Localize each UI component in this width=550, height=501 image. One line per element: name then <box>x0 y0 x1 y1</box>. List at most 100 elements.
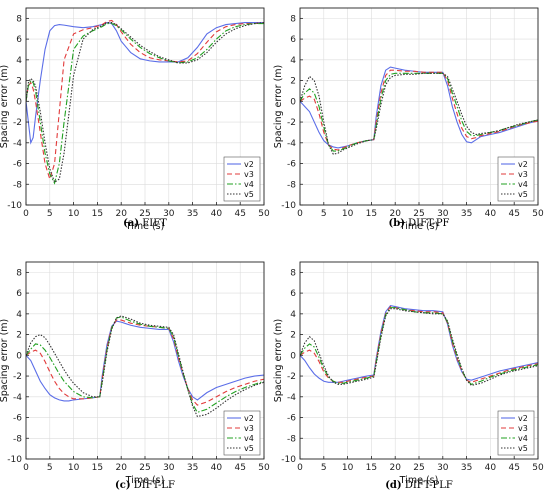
x-tick-label: 20 <box>115 209 127 219</box>
x-tick-label: 5 <box>47 209 53 219</box>
x-tick-label: 20 <box>389 209 401 219</box>
caption-title: DIFT-PLF <box>402 480 453 491</box>
y-tick-label: 2 <box>290 77 296 87</box>
caption-letter: (c) <box>115 480 131 491</box>
x-tick-label: 25 <box>413 463 424 473</box>
y-tick-label: 2 <box>16 331 22 341</box>
x-tick-label: 35 <box>187 463 198 473</box>
x-tick-label: 45 <box>508 209 519 219</box>
x-axis-label: Time (s) <box>125 475 165 486</box>
y-axis-label: Spacing error (m) <box>273 319 284 403</box>
x-tick-label: 50 <box>532 209 544 219</box>
panel-caption: (d) DIFT-PLF <box>385 480 453 491</box>
x-axis-label: Time (s) <box>399 221 439 232</box>
x-tick-label: 10 <box>68 463 80 473</box>
y-tick-label: 4 <box>290 56 296 66</box>
caption-letter: (b) <box>389 218 405 229</box>
x-tick-label: 15 <box>366 209 377 219</box>
y-tick-label: -4 <box>13 139 22 149</box>
x-tick-label: 45 <box>234 209 245 219</box>
x-tick-label: 40 <box>485 209 497 219</box>
y-tick-label: 8 <box>16 14 22 24</box>
y-tick-label: 8 <box>16 268 22 278</box>
y-tick-label: 4 <box>290 310 296 320</box>
legend-label-v4: v4 <box>518 434 528 443</box>
y-tick-label: 6 <box>290 35 296 45</box>
y-tick-label: 0 <box>290 97 296 107</box>
x-tick-label: 35 <box>461 463 472 473</box>
series-line-v4 <box>300 307 538 385</box>
x-tick-label: 15 <box>92 209 103 219</box>
y-tick-label: -6 <box>287 414 296 424</box>
legend-label-v5: v5 <box>244 444 254 453</box>
x-tick-label: 50 <box>532 463 544 473</box>
y-tick-label: -4 <box>13 393 22 403</box>
y-tick-label: 2 <box>16 77 22 87</box>
series-line-v3 <box>26 19 264 181</box>
x-tick-label: 5 <box>321 463 327 473</box>
x-tick-label: 10 <box>342 463 354 473</box>
series-line-v3 <box>26 319 264 406</box>
caption-title: FIFT <box>139 218 167 229</box>
panel-a: 0 5 10 15 20 25 30 35 40 45 50 -10 -8 -6 -4 -2 0 2 4 6 8 Time… <box>0 7 270 232</box>
y-tick-label: 8 <box>290 268 296 278</box>
panel-b: 0 5 10 15 20 25 30 35 40 45 50 -10 -8 -6 -4 -2 0 2 4 6 8 Time… <box>273 7 544 232</box>
y-tick-label: -10 <box>281 455 296 465</box>
y-axis-label: Spacing error (m) <box>0 65 10 149</box>
legend-label-v3: v3 <box>518 424 528 433</box>
series-line-v4 <box>26 23 264 185</box>
series-line-v2 <box>300 304 538 383</box>
caption-title: DIFT-LF <box>131 480 175 491</box>
x-tick-label: 35 <box>461 209 472 219</box>
y-tick-label: 0 <box>290 351 296 361</box>
legend-label-v2: v2 <box>518 414 528 423</box>
y-tick-label: -8 <box>13 434 22 444</box>
x-tick-label: 25 <box>413 209 424 219</box>
legend-label-v3: v3 <box>244 424 254 433</box>
y-tick-label: -6 <box>13 414 22 424</box>
legend-label-v2: v2 <box>244 160 254 169</box>
legend-label-v2: v2 <box>244 414 254 423</box>
legend-label-v5: v5 <box>518 444 528 453</box>
x-tick-label: 10 <box>68 209 80 219</box>
x-tick-label: 30 <box>163 463 175 473</box>
x-tick-label: 25 <box>139 209 150 219</box>
x-tick-label: 25 <box>139 463 150 473</box>
x-tick-label: 20 <box>389 463 401 473</box>
legend-label-v4: v4 <box>244 434 254 443</box>
panel-caption: (a) FIFT <box>123 218 167 229</box>
x-tick-label: 30 <box>437 463 449 473</box>
y-tick-label: -10 <box>7 455 22 465</box>
x-tick-label: 0 <box>297 463 303 473</box>
x-tick-label: 45 <box>234 463 245 473</box>
legend-label-v5: v5 <box>518 190 528 199</box>
y-tick-label: -8 <box>287 180 296 190</box>
caption-title: DIFT-PF <box>405 218 450 229</box>
y-tick-label: -6 <box>287 160 296 170</box>
x-tick-label: 30 <box>437 209 449 219</box>
x-tick-label: 10 <box>342 209 354 219</box>
x-tick-label: 5 <box>47 463 53 473</box>
y-tick-label: -6 <box>13 160 22 170</box>
y-tick-label: 0 <box>16 97 22 107</box>
x-tick-label: 30 <box>163 209 175 219</box>
y-axis-label: Spacing error (m) <box>0 319 10 403</box>
x-tick-label: 40 <box>211 209 223 219</box>
y-tick-label: -4 <box>287 139 296 149</box>
x-axis-label: Time (s) <box>125 221 165 232</box>
x-tick-label: 0 <box>23 209 29 219</box>
x-axis-label: Time (s) <box>399 475 439 486</box>
y-tick-label: 4 <box>16 56 22 66</box>
y-tick-label: -10 <box>7 201 22 211</box>
y-tick-label: -4 <box>287 393 296 403</box>
y-tick-label: 0 <box>16 351 22 361</box>
y-tick-label: -8 <box>13 180 22 190</box>
y-tick-label: 6 <box>16 35 22 45</box>
y-tick-label: 4 <box>16 310 22 320</box>
panel-c: 0 5 10 15 20 25 30 35 40 45 50 -10 -8 -6 -4 -2 0 2 4 6 8 Time… <box>0 261 270 491</box>
caption-letter: (a) <box>123 218 139 229</box>
legend-label-v4: v4 <box>244 180 254 189</box>
